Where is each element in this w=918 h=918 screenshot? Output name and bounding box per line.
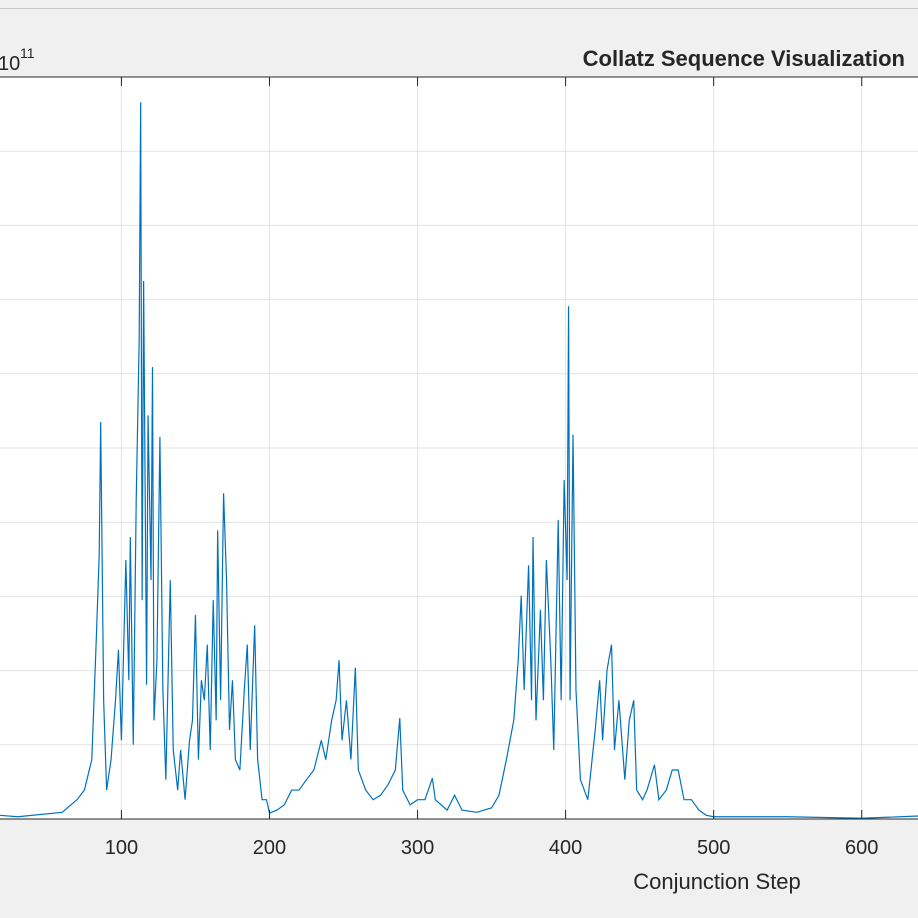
x-tick-label: 400 — [549, 837, 582, 859]
x-tick-label: 300 — [401, 837, 434, 859]
plot-area — [0, 102, 918, 819]
chart-title: Collatz Sequence Visualization — [583, 46, 905, 71]
data-line — [0, 102, 918, 819]
x-tick-label: 500 — [697, 837, 730, 859]
x-axis-label: Conjunction Step — [633, 869, 801, 894]
x-tick-label: 600 — [845, 837, 878, 859]
y-multiplier-base: 10 — [0, 53, 20, 75]
x-tick-label: 200 — [253, 837, 286, 859]
x-tick-label: 100 — [105, 837, 138, 859]
y-multiplier-power: 11 — [20, 45, 35, 61]
